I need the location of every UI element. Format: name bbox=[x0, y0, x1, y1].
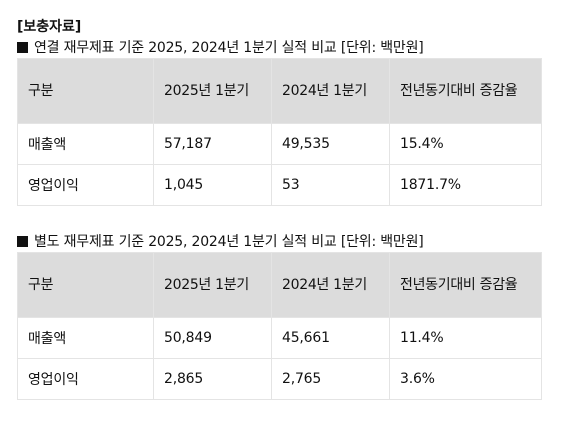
row-label: 영업이익 bbox=[17, 358, 154, 400]
square-bullet-icon bbox=[17, 236, 28, 247]
cell-q1-2025: 2,865 bbox=[153, 358, 272, 400]
header-category: 구분 bbox=[17, 252, 154, 318]
cell-q1-2024: 2,765 bbox=[271, 358, 390, 400]
cell-yoy: 3.6% bbox=[389, 358, 542, 400]
table-row: 매출액 50,849 45,661 11.4% bbox=[17, 317, 542, 359]
header-q1-2025: 2025년 1분기 bbox=[153, 58, 272, 124]
header-q1-2024: 2024년 1분기 bbox=[271, 58, 390, 124]
table-row: 매출액 57,187 49,535 15.4% bbox=[17, 123, 542, 165]
cell-q1-2025: 1,045 bbox=[153, 164, 272, 206]
table-header-row: 구분 2025년 1분기 2024년 1분기 전년동기대비 증감율 bbox=[17, 252, 542, 318]
cell-q1-2025: 50,849 bbox=[153, 317, 272, 359]
header-q1-2024: 2024년 1분기 bbox=[271, 252, 390, 318]
cell-q1-2024: 49,535 bbox=[271, 123, 390, 165]
table-row: 영업이익 1,045 53 1871.7% bbox=[17, 164, 542, 206]
cell-yoy: 1871.7% bbox=[389, 164, 542, 206]
row-label: 영업이익 bbox=[17, 164, 154, 206]
square-bullet-icon bbox=[17, 42, 28, 53]
header-yoy-change: 전년동기대비 증감율 bbox=[389, 58, 542, 124]
cell-yoy: 15.4% bbox=[389, 123, 542, 165]
separate-caption: 별도 재무제표 기준 2025, 2024년 1분기 실적 비교 [단위: 백만… bbox=[17, 232, 547, 252]
supplementary-document: [보충자료] 연결 재무제표 기준 2025, 2024년 1분기 실적 비교 … bbox=[17, 16, 547, 400]
cell-q1-2025: 57,187 bbox=[153, 123, 272, 165]
consolidated-caption-text: 연결 재무제표 기준 2025, 2024년 1분기 실적 비교 [단위: 백만… bbox=[34, 40, 424, 56]
table-header-row: 구분 2025년 1분기 2024년 1분기 전년동기대비 증감율 bbox=[17, 58, 542, 124]
row-label: 매출액 bbox=[17, 123, 154, 165]
table-row: 영업이익 2,865 2,765 3.6% bbox=[17, 358, 542, 400]
cell-yoy: 11.4% bbox=[389, 317, 542, 359]
supplement-title: [보충자료] bbox=[17, 19, 82, 35]
header-category: 구분 bbox=[17, 58, 154, 124]
cell-q1-2024: 45,661 bbox=[271, 317, 390, 359]
consolidated-caption: 연결 재무제표 기준 2025, 2024년 1분기 실적 비교 [단위: 백만… bbox=[17, 38, 547, 58]
header-q1-2025: 2025년 1분기 bbox=[153, 252, 272, 318]
row-label: 매출액 bbox=[17, 317, 154, 359]
consolidated-results-table: 구분 2025년 1분기 2024년 1분기 전년동기대비 증감율 매출액 57… bbox=[17, 58, 542, 206]
separate-caption-text: 별도 재무제표 기준 2025, 2024년 1분기 실적 비교 [단위: 백만… bbox=[34, 234, 424, 250]
header-yoy-change: 전년동기대비 증감율 bbox=[389, 252, 542, 318]
separate-results-table: 구분 2025년 1분기 2024년 1분기 전년동기대비 증감율 매출액 50… bbox=[17, 252, 542, 400]
cell-q1-2024: 53 bbox=[271, 164, 390, 206]
